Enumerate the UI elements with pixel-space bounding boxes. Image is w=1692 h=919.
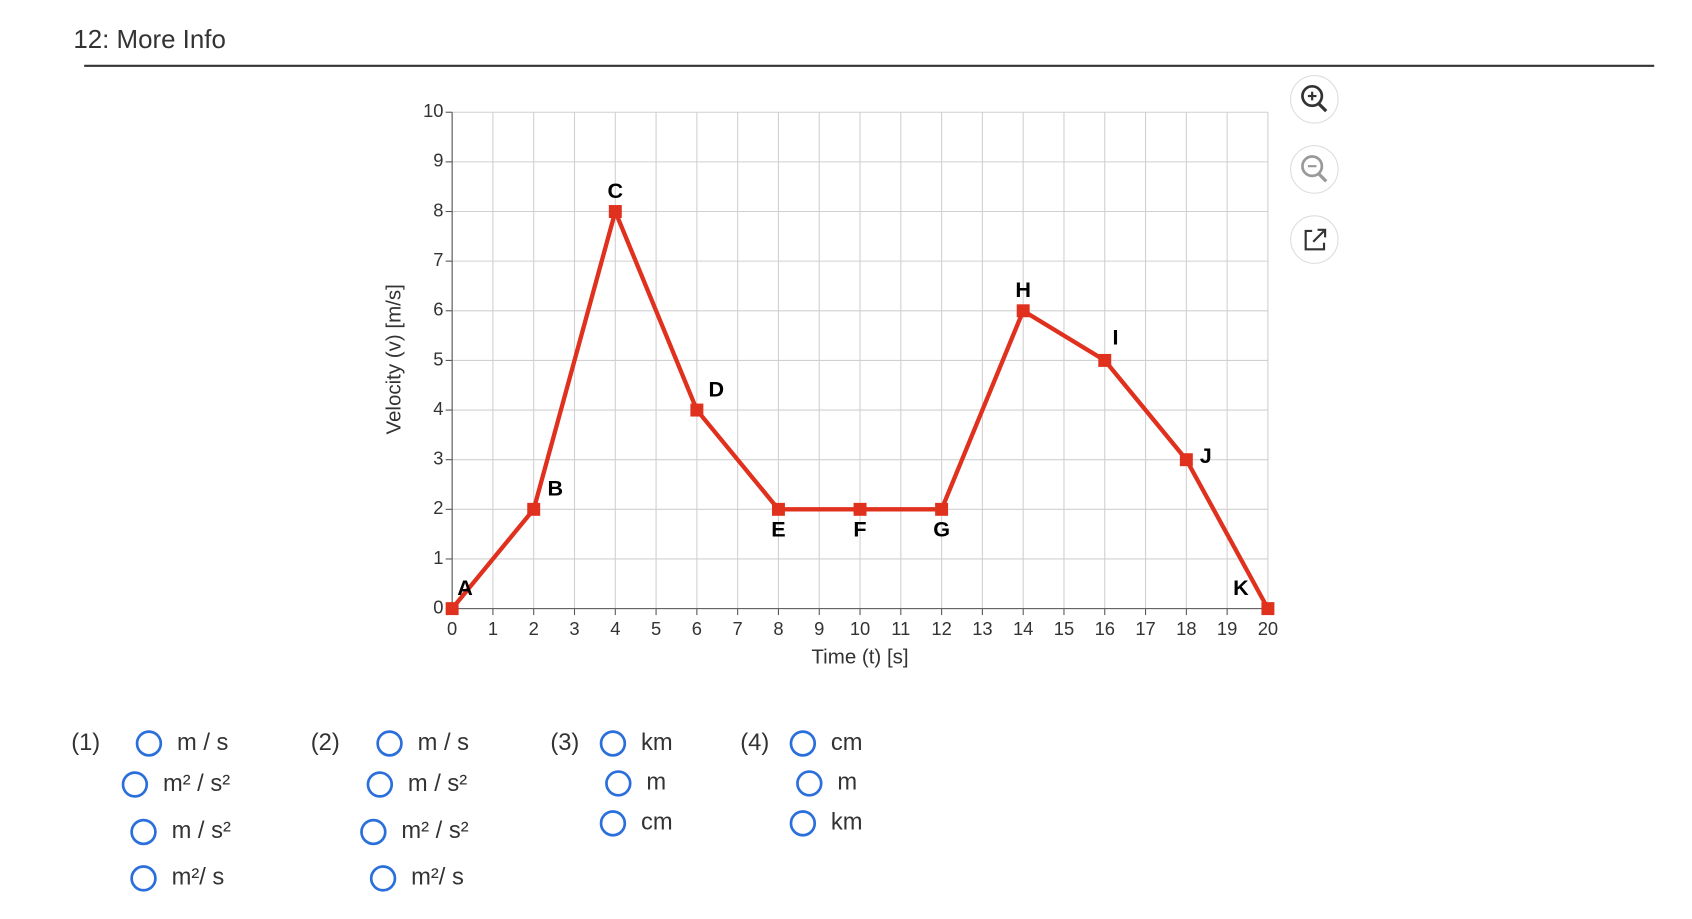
radio-option-label[interactable]: m / s (177, 730, 228, 756)
x-tick-label: 8 (773, 618, 783, 639)
radio-button[interactable] (360, 818, 387, 846)
point-label: K (1233, 575, 1249, 600)
radio-button[interactable] (130, 865, 157, 892)
x-tick-label: 15 (1054, 618, 1074, 639)
y-tick-label: 6 (433, 299, 443, 320)
x-tick-label: 12 (931, 618, 951, 639)
radio-button[interactable] (599, 730, 627, 757)
x-tick-label: 6 (692, 618, 702, 639)
page-title: 12: More Info (73, 26, 225, 54)
radio-option-label[interactable]: m / s² (172, 818, 231, 844)
x-tick-label: 19 (1217, 618, 1237, 639)
radio-option-label[interactable]: m / s² (408, 771, 467, 797)
data-point (1261, 602, 1275, 616)
y-tick-label: 2 (433, 497, 443, 518)
y-tick-label: 7 (433, 249, 443, 270)
question-number: (3) (550, 730, 579, 756)
radio-option-label[interactable]: cm (831, 730, 863, 756)
radio-option-label[interactable]: m (646, 770, 666, 796)
question-number: (1) (71, 730, 100, 756)
x-tick-label: 14 (1013, 618, 1033, 639)
y-tick-label: 0 (433, 596, 443, 617)
x-tick-label: 4 (610, 618, 620, 639)
radio-button[interactable] (121, 771, 149, 798)
x-tick-label: 2 (529, 618, 539, 639)
x-tick-label: 13 (972, 618, 992, 639)
point-label: J (1200, 443, 1212, 468)
radio-option-label[interactable]: km (641, 730, 673, 756)
radio-option-label[interactable]: m² / s² (401, 818, 468, 844)
x-tick-label: 3 (569, 618, 579, 639)
radio-button[interactable] (369, 865, 397, 892)
data-point (935, 502, 949, 516)
point-label: E (771, 517, 785, 542)
point-label: B (547, 476, 563, 501)
point-label: A (457, 575, 473, 600)
data-point (527, 502, 541, 516)
data-point (1179, 453, 1193, 467)
x-tick-label: 10 (850, 618, 870, 639)
question-number: (2) (311, 730, 340, 756)
x-tick-label: 0 (447, 618, 457, 639)
open-external[interactable] (1290, 215, 1339, 264)
x-tick-label: 20 (1258, 618, 1278, 639)
question-number: (4) (740, 730, 769, 756)
data-point (1098, 353, 1112, 367)
y-axis-label: Velocity (v) [m/s] (382, 284, 405, 434)
point-label: G (933, 517, 950, 542)
data-point (690, 403, 704, 417)
y-tick-label: 3 (433, 448, 443, 469)
y-tick-label: 1 (433, 547, 443, 568)
radio-button[interactable] (789, 810, 817, 837)
y-tick-label: 9 (433, 150, 443, 171)
radio-option-label[interactable]: m / s (418, 730, 469, 756)
x-tick-label: 7 (733, 618, 743, 639)
x-tick-label: 16 (1095, 618, 1115, 639)
y-tick-label: 10 (423, 100, 443, 121)
x-axis-label: Time (t) [s] (811, 646, 908, 669)
data-point (771, 502, 785, 516)
data-point (853, 502, 867, 516)
radio-button[interactable] (130, 818, 157, 846)
x-tick-label: 11 (891, 618, 910, 639)
x-tick-label: 1 (488, 618, 498, 639)
radio-option-label[interactable]: m (837, 770, 857, 796)
x-tick-label: 18 (1176, 618, 1196, 639)
data-point (608, 205, 622, 218)
radio-option-label[interactable]: cm (641, 810, 673, 836)
radio-option-label[interactable]: km (831, 810, 863, 836)
radio-button[interactable] (135, 730, 163, 757)
zoom-out[interactable] (1290, 145, 1339, 194)
point-label: C (607, 178, 623, 203)
radio-button[interactable] (796, 770, 823, 797)
radio-button[interactable] (366, 771, 394, 798)
radio-button[interactable] (789, 730, 817, 757)
x-tick-label: 17 (1135, 618, 1155, 639)
y-tick-label: 4 (433, 398, 443, 419)
radio-button[interactable] (605, 770, 632, 797)
radio-option-label[interactable]: m²/ s (411, 865, 464, 891)
x-tick-label: 9 (814, 618, 824, 639)
radio-button[interactable] (599, 810, 627, 837)
zoom-in[interactable] (1290, 75, 1339, 124)
radio-button[interactable] (376, 730, 403, 757)
y-tick-label: 8 (433, 199, 443, 220)
point-label: H (1015, 277, 1031, 302)
radio-option-label[interactable]: m²/ s (172, 865, 225, 891)
data-point (1016, 304, 1030, 318)
radio-option-label[interactable]: m² / s² (163, 771, 230, 797)
y-tick-label: 5 (433, 348, 443, 369)
point-label: F (853, 517, 866, 542)
data-point (445, 602, 459, 616)
point-label: D (708, 376, 724, 401)
point-label: I (1113, 325, 1119, 350)
x-tick-label: 5 (651, 618, 661, 639)
